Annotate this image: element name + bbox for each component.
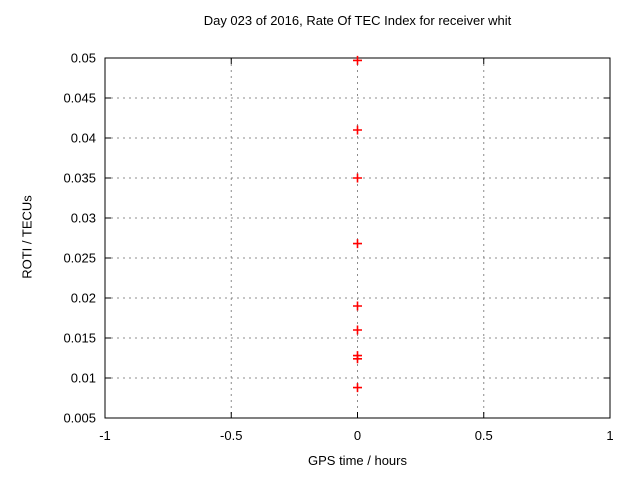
x-tick-label: -0.5 [220,428,242,443]
y-tick-label: 0.035 [63,171,96,186]
chart-title: Day 023 of 2016, Rate Of TEC Index for r… [203,13,512,28]
data-point-marker [353,55,362,65]
y-tick-label: 0.01 [71,371,96,386]
data-point-marker [353,383,362,393]
y-tick-label: 0.045 [63,91,96,106]
y-tick-label: 0.04 [71,131,96,146]
data-point-marker [353,239,362,249]
y-tick-label: 0.015 [63,331,96,346]
x-tick-label: -1 [99,428,111,443]
y-tick-label: 0.03 [71,211,96,226]
data-point-marker [353,354,362,364]
x-tick-label: 0.5 [475,428,493,443]
y-tick-label: 0.005 [63,411,96,426]
data-point-marker [353,325,362,335]
y-tick-label: 0.025 [63,251,96,266]
data-point-marker [353,301,362,311]
x-tick-label: 0 [354,428,361,443]
y-tick-label: 0.05 [71,51,96,66]
x-tick-label: 1 [606,428,613,443]
x-axis-label: GPS time / hours [308,453,407,468]
y-tick-label: 0.02 [71,291,96,306]
data-point-marker [353,125,362,135]
data-point-marker [353,173,362,183]
